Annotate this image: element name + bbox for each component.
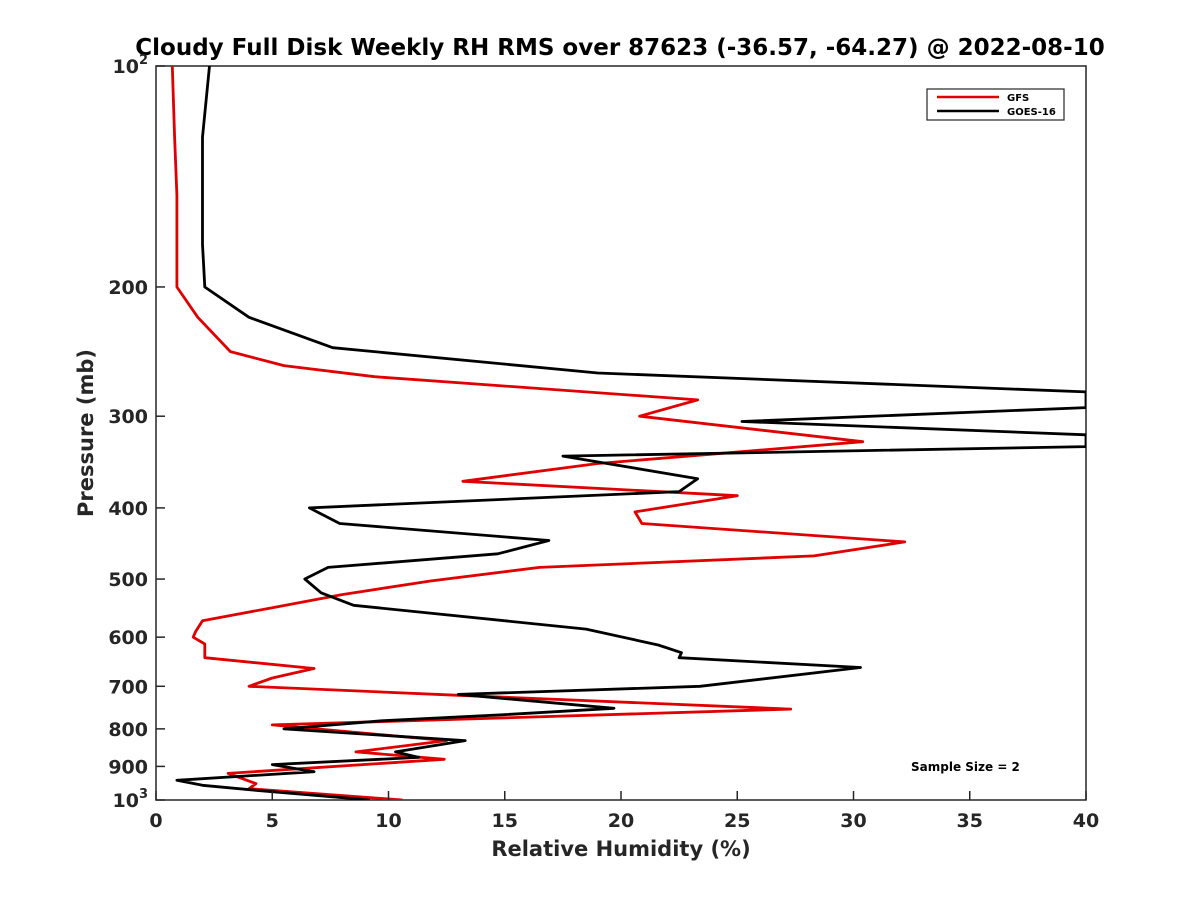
y-tick-label: 500 xyxy=(108,569,148,591)
legend-items: GFS GOES-16 xyxy=(937,93,1056,118)
y-tick-label: 700 xyxy=(108,676,148,698)
legend-box xyxy=(926,88,1065,121)
x-tick-label: 10 xyxy=(375,810,401,832)
x-tick-label: 15 xyxy=(492,810,518,832)
x-tick-label: 5 xyxy=(266,810,279,832)
x-tick-label: 20 xyxy=(608,810,634,832)
y-tick-label: 600 xyxy=(108,627,148,649)
y-tick-label: 103 xyxy=(113,787,149,812)
y-tick-label: 400 xyxy=(108,498,148,520)
x-tick-label: 35 xyxy=(957,810,983,832)
series-line-gfs xyxy=(170,66,907,800)
y-tick-label: 102 xyxy=(113,53,149,78)
sample-size-annotation: Sample Size = 2 xyxy=(911,760,1020,774)
y-tick-label: 200 xyxy=(108,277,148,299)
x-axis-label: Relative Humidity (%) xyxy=(491,837,750,861)
series-layer xyxy=(170,66,1086,800)
x-tick-label: 0 xyxy=(149,810,162,832)
y-axis-label: Pressure (mb) xyxy=(74,349,98,517)
legend: GFS GOES-16 xyxy=(926,88,1065,121)
legend-label: GFS xyxy=(1007,93,1029,104)
series-line-goes-16 xyxy=(175,66,1086,800)
legend-label: GOES-16 xyxy=(1007,107,1056,118)
y-tick-label: 300 xyxy=(108,406,148,428)
x-tick-label: 25 xyxy=(724,810,750,832)
chart-title: Cloudy Full Disk Weekly RH RMS over 8762… xyxy=(135,35,1104,61)
y-tick-label: 900 xyxy=(108,756,148,778)
y-tick-label: 800 xyxy=(108,719,148,741)
x-tick-label: 30 xyxy=(840,810,866,832)
x-tick-label: 40 xyxy=(1073,810,1099,832)
axis-layer: 0 5 10 15 20 25 30 35 40 102 200 300 400 500 600 700 800… xyxy=(108,53,1099,832)
